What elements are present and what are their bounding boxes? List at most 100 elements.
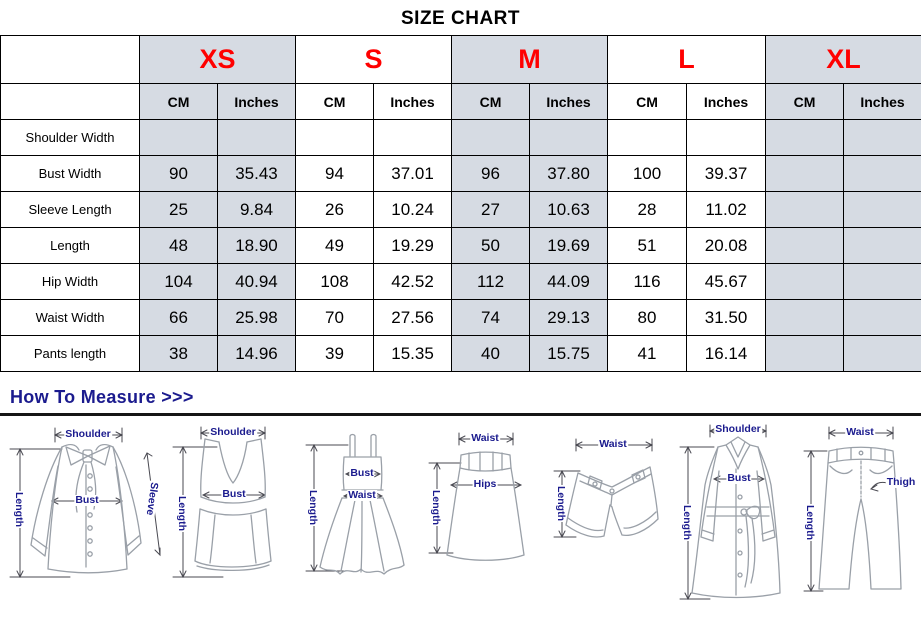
table-row-waist-width: Waist Width 66 25.98 70 27.56 74 29.13 8…: [0, 299, 921, 336]
measure-heading: How To Measure >>>: [10, 387, 194, 407]
size-value-cell: [765, 191, 845, 228]
figure-coat: Shoulder Bust Length: [674, 419, 799, 627]
size-value-cell: 48: [139, 227, 218, 264]
figure-pants: Waist Thigh Length: [799, 419, 921, 627]
size-header-row: XS S M L XL: [0, 35, 921, 84]
size-value-cell: 116: [607, 263, 688, 300]
size-header-l: L: [607, 35, 767, 84]
size-value-cell: [451, 119, 531, 156]
figure-tank-top: Shoulder Length Bust: [165, 419, 300, 627]
coat-shoulder-label: Shoulder: [714, 423, 762, 436]
size-value-cell: [843, 335, 921, 372]
row-label: Shoulder Width: [0, 119, 140, 156]
shorts-waist-label: Waist: [598, 438, 628, 451]
size-value-cell: 40.94: [217, 263, 296, 300]
size-value-cell: [217, 119, 296, 156]
table-row-sleeve-length: Sleeve Length 25 9.84 26 10.24 27 10.63 …: [0, 191, 921, 228]
dress-length-label: Length: [307, 489, 320, 526]
skirt-length-label: Length: [430, 489, 443, 526]
size-value-cell: 108: [295, 263, 374, 300]
size-value-cell: 45.67: [686, 263, 767, 300]
size-value-cell: 26: [295, 191, 374, 228]
figure-shorts: Waist Length: [546, 419, 674, 627]
size-value-cell: [843, 263, 921, 300]
size-value-cell: 39.37: [686, 155, 767, 192]
size-value-cell: [843, 299, 921, 336]
table-row-bust-width: Bust Width 90 35.43 94 37.01 96 37.80 10…: [0, 155, 921, 192]
row-label: Bust Width: [0, 155, 140, 192]
size-value-cell: [139, 119, 218, 156]
table-row-length: Length 48 18.90 49 19.29 50 19.69 51 20.…: [0, 227, 921, 264]
size-value-cell: 112: [451, 263, 531, 300]
size-value-cell: 10.24: [372, 191, 453, 228]
size-value-cell: 104: [139, 263, 218, 300]
size-value-cell: 90: [139, 155, 218, 192]
dress-waist-label: Waist: [347, 489, 377, 502]
size-value-cell: [372, 119, 453, 156]
table-row-hip-width: Hip Width 104 40.94 108 42.52 112 44.09 …: [0, 263, 921, 300]
corner-cell: [0, 83, 140, 120]
unit-header-s-cm: CM: [295, 83, 374, 120]
size-value-cell: 42.52: [372, 263, 453, 300]
row-label: Length: [0, 227, 140, 264]
size-value-cell: [765, 155, 845, 192]
size-value-cell: [765, 263, 845, 300]
size-value-cell: 70: [295, 299, 374, 336]
size-value-cell: 25.98: [217, 299, 296, 336]
size-value-cell: 15.75: [529, 335, 609, 372]
size-value-cell: 27.56: [372, 299, 453, 336]
unit-header-m-inches: Inches: [529, 83, 609, 120]
size-header-s: S: [294, 35, 453, 84]
size-value-cell: 18.90: [217, 227, 296, 264]
unit-header-m-cm: CM: [451, 83, 531, 120]
dress-bust-label: Bust: [349, 467, 375, 480]
figure-skirt: Waist Hips Length: [423, 419, 546, 627]
size-value-cell: 35.43: [217, 155, 296, 192]
size-value-cell: 40: [451, 335, 531, 372]
size-value-cell: 14.96: [217, 335, 296, 372]
size-value-cell: 49: [295, 227, 374, 264]
size-value-cell: 66: [139, 299, 218, 336]
size-value-cell: 51: [607, 227, 688, 264]
size-header-xs: XS: [139, 35, 296, 84]
size-value-cell: [765, 227, 845, 264]
unit-header-row: CM Inches CM Inches CM Inches CM Inches …: [0, 83, 921, 120]
row-label: Hip Width: [0, 263, 140, 300]
size-value-cell: 37.01: [372, 155, 453, 192]
size-value-cell: [295, 119, 374, 156]
row-label: Sleeve Length: [0, 191, 140, 228]
blouse-length-label: Length: [13, 491, 26, 528]
size-value-cell: 11.02: [686, 191, 767, 228]
size-value-cell: [843, 119, 921, 156]
size-value-cell: 28: [607, 191, 688, 228]
size-value-cell: 15.35: [372, 335, 453, 372]
blouse-shoulder-label: Shoulder: [64, 428, 112, 441]
row-label: Pants length: [0, 335, 140, 372]
size-value-cell: [607, 119, 688, 156]
size-value-cell: 50: [451, 227, 531, 264]
pants-waist-label: Waist: [845, 426, 875, 439]
size-value-cell: 74: [451, 299, 531, 336]
size-chart-title: SIZE CHART: [401, 8, 520, 29]
blouse-illustration: [9, 427, 161, 579]
size-value-cell: 44.09: [529, 263, 609, 300]
size-value-cell: 31.50: [686, 299, 767, 336]
size-chart-table: XS S M L XL CM Inches CM Inches CM Inche…: [0, 35, 921, 372]
size-value-cell: 20.08: [686, 227, 767, 264]
unit-header-xl-inches: Inches: [843, 83, 921, 120]
size-value-cell: 41: [607, 335, 688, 372]
unit-header-l-inches: Inches: [686, 83, 767, 120]
size-value-cell: 19.29: [372, 227, 453, 264]
size-value-cell: [843, 191, 921, 228]
size-value-cell: 10.63: [529, 191, 609, 228]
size-value-cell: 100: [607, 155, 688, 192]
pants-illustration: [803, 426, 902, 593]
pants-thigh-label: Thigh: [885, 476, 917, 489]
blouse-bust-label: Bust: [74, 494, 100, 507]
size-header-m: M: [451, 35, 609, 84]
unit-header-s-inches: Inches: [372, 83, 453, 120]
shorts-length-label: Length: [555, 485, 568, 522]
coat-bust-label: Bust: [726, 472, 752, 485]
size-value-cell: 19.69: [529, 227, 609, 264]
size-value-cell: 39: [295, 335, 374, 372]
